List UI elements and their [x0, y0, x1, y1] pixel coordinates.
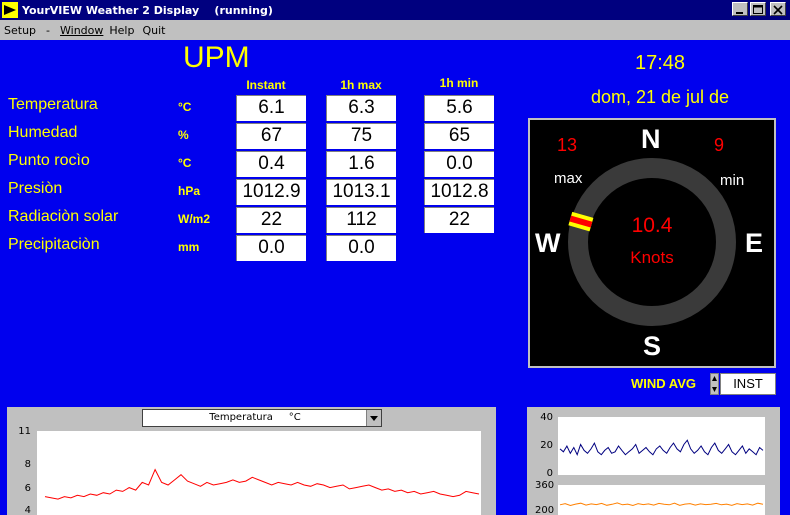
series-line-wind-direction — [559, 502, 764, 507]
menu-separator: - — [46, 23, 51, 37]
presion-1h-min: 1012.8 — [424, 179, 494, 205]
stepper-up-icon[interactable] — [711, 374, 718, 384]
maximize-button[interactable] — [750, 2, 766, 16]
temperature-chart-panel: Temperatura °C 11 8 6 4 — [7, 407, 496, 515]
chart-variable-select[interactable]: Temperatura °C — [142, 409, 382, 427]
temperatura-instant: 6.1 — [236, 95, 306, 121]
clock-date: dom, 21 de jul de — [590, 87, 730, 107]
wind-speed-value: 10.4 — [631, 214, 673, 237]
select-dropdown-button[interactable] — [366, 410, 381, 426]
temperature-plot — [44, 468, 480, 500]
y-tick-label: 11 — [18, 426, 31, 437]
wind-direction-marker — [568, 211, 594, 232]
wind-direction-plot — [559, 502, 764, 507]
temperatura-1h-max: 6.3 — [326, 95, 396, 121]
stepper-down-icon[interactable] — [711, 384, 718, 394]
compass-east: E — [745, 228, 764, 258]
humedad-instant: 67 — [236, 123, 306, 149]
row-unit-temperatura: °C — [178, 100, 192, 114]
y-tick-label: 0 — [546, 468, 553, 479]
presion-1h-max: 1013.1 — [326, 179, 396, 205]
compass-ring — [568, 158, 736, 326]
menu-help[interactable]: Help — [109, 23, 135, 37]
y-tick-label: 20 — [540, 440, 553, 451]
row-unit-radiacion-solar: W/m2 — [178, 212, 211, 226]
menu-window[interactable]: Window — [60, 23, 104, 37]
y-tick-label: 40 — [540, 412, 553, 423]
series-line-wind-speed — [559, 439, 764, 457]
y-tick-label: 360 — [535, 480, 555, 491]
row-label-temperatura: Temperatura — [8, 96, 98, 113]
minimize-icon — [736, 12, 743, 14]
precipitacion-1h-max: 0.0 — [326, 235, 396, 261]
front-panel: UPM 17:48 dom, 21 de jul de Instant 1h m… — [0, 40, 790, 515]
temperature-plot-area — [37, 431, 481, 515]
wind-min-value: 9 — [714, 135, 725, 155]
column-header-1h-min: 1h min — [439, 76, 479, 90]
chart-variable-selected: Temperatura °C — [209, 412, 301, 423]
menu-setup[interactable]: Setup — [4, 23, 37, 37]
wind-min-label: min — [720, 172, 745, 189]
series-line-temperatura — [44, 468, 480, 500]
presion-instant: 1012.9 — [236, 179, 306, 205]
wind-speed-unit: Knots — [630, 248, 674, 267]
clock-time: 17:48 — [634, 52, 686, 74]
row-unit-humedad: % — [178, 128, 189, 142]
wind-chart-panel: 40 20 0 360 200 — [527, 407, 780, 515]
wind-max-value: 13 — [557, 135, 578, 155]
row-unit-precipitacion: mm — [178, 240, 200, 254]
row-label-punto-rocio: Punto rocìo — [8, 152, 90, 169]
punto-rocio-1h-max: 1.6 — [326, 151, 396, 177]
row-unit-punto-rocio: °C — [178, 156, 192, 170]
row-label-radiacion-solar: Radiaciòn solar — [8, 208, 119, 225]
humedad-1h-min: 65 — [424, 123, 494, 149]
close-button[interactable] — [770, 2, 786, 16]
column-header-instant: Instant — [246, 78, 286, 92]
y-tick-label: 6 — [24, 483, 31, 494]
punto-rocio-instant: 0.4 — [236, 151, 306, 177]
row-label-precipitacion: Precipitaciòn — [8, 236, 100, 253]
wind-max-label: max — [554, 170, 583, 187]
y-tick-label: 8 — [24, 459, 31, 470]
menu-quit[interactable]: Quit — [142, 23, 166, 37]
minimize-button[interactable] — [732, 2, 748, 16]
menu-bar: Setup - Window Help Quit — [0, 20, 790, 40]
radiacion-solar-1h-max: 112 — [326, 207, 396, 233]
row-unit-presion: hPa — [178, 184, 201, 198]
wind-speed-plot — [559, 439, 764, 457]
wind-direction-plot-area — [558, 485, 765, 515]
radiacion-solar-instant: 22 — [236, 207, 306, 233]
punto-rocio-1h-min: 0.0 — [424, 151, 494, 177]
chevron-down-icon — [370, 416, 378, 421]
radiacion-solar-1h-min: 22 — [424, 207, 494, 233]
row-label-humedad: Humedad — [8, 124, 78, 141]
wind-compass: 13 9 max min N S W E 10.4 Knots — [528, 118, 776, 368]
title-bar: YourVIEW Weather 2 Display (running) — [0, 0, 790, 20]
humedad-1h-max: 75 — [326, 123, 396, 149]
wind-avg-stepper[interactable] — [710, 373, 719, 395]
wind-avg-value[interactable]: INST — [720, 373, 776, 395]
y-tick-label: 200 — [535, 505, 555, 515]
labview-app-icon — [2, 2, 18, 18]
window-title: YourVIEW Weather 2 Display (running) — [22, 3, 273, 17]
wind-speed-plot-area — [558, 417, 765, 475]
compass-west: W — [535, 228, 561, 258]
precipitacion-instant: 0.0 — [236, 235, 306, 261]
row-label-presion: Presiòn — [8, 180, 63, 197]
station-name: UPM — [183, 41, 250, 74]
compass-south: S — [643, 331, 662, 361]
column-header-1h-max: 1h max — [340, 78, 382, 92]
maximize-icon — [753, 5, 763, 14]
y-tick-label: 4 — [24, 505, 31, 515]
wind-avg-label: WIND AVG — [631, 376, 696, 391]
compass-north: N — [641, 124, 661, 154]
temperatura-1h-min: 5.6 — [424, 95, 494, 121]
close-icon — [773, 5, 783, 15]
compass-graphic — [568, 158, 736, 326]
